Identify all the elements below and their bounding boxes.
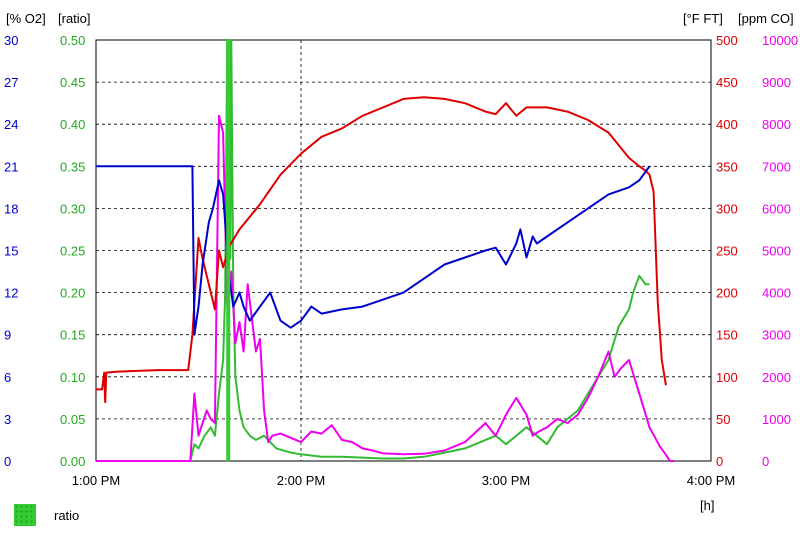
co-tick-label: 4000 xyxy=(762,286,791,301)
ratio-spike-band xyxy=(226,40,231,461)
co-tick-label: 5000 xyxy=(762,244,791,259)
o2-tick-label: 3 xyxy=(4,412,11,427)
ft-tick-label: 50 xyxy=(716,412,730,427)
ratio-tick-label: 0.40 xyxy=(60,117,85,132)
ratio-tick-label: 0.15 xyxy=(60,328,85,343)
ft-tick-label: 450 xyxy=(716,75,738,90)
co-tick-label: 8000 xyxy=(762,117,791,132)
co-tick-label: 7000 xyxy=(762,159,791,174)
legend: ratio xyxy=(14,504,79,526)
ft-tick-label: 300 xyxy=(716,201,738,216)
ft-tick-label: 0 xyxy=(716,454,723,469)
co-tick-label: 6000 xyxy=(762,201,791,216)
ratio-tick-label: 0.30 xyxy=(60,201,85,216)
o2-tick-label: 24 xyxy=(4,117,18,132)
ratio-tick-label: 0.50 xyxy=(60,33,85,48)
ft-tick-label: 100 xyxy=(716,370,738,385)
ratio-tick-label: 0.10 xyxy=(60,370,85,385)
x-tick-label: 1:00 PM xyxy=(72,473,120,488)
o2-tick-label: 0 xyxy=(4,454,11,469)
ft-tick-label: 500 xyxy=(716,33,738,48)
o2-tick-label: 9 xyxy=(4,328,11,343)
legend-label-ratio: ratio xyxy=(54,507,80,523)
co-tick-label: 9000 xyxy=(762,75,791,90)
x-axis-title: [h] xyxy=(700,498,714,513)
ft-tick-label: 400 xyxy=(716,117,738,132)
grid xyxy=(96,40,711,461)
ratio-tick-label: 0.35 xyxy=(60,159,85,174)
o2-tick-label: 18 xyxy=(4,201,18,216)
ft-tick-label: 350 xyxy=(716,159,738,174)
x-tick-label: 3:00 PM xyxy=(482,473,530,488)
ratio-tick-label: 0.25 xyxy=(60,244,85,259)
ft-tick-label: 150 xyxy=(716,328,738,343)
o2-tick-label: 6 xyxy=(4,370,11,385)
ft-axis-title: [°F FT] xyxy=(683,11,723,26)
co-tick-label: 1000 xyxy=(762,412,791,427)
x-tick-label: 4:00 PM xyxy=(687,473,735,488)
series-o2 xyxy=(96,165,651,336)
o2-tick-label: 27 xyxy=(4,75,18,90)
ratio-tick-label: 0.05 xyxy=(60,412,85,427)
ratio-axis-title: [ratio] xyxy=(58,11,91,26)
legend-swatch-ratio xyxy=(14,504,36,526)
series-ratio xyxy=(96,39,650,462)
o2-tick-label: 30 xyxy=(4,33,18,48)
ft-tick-label: 250 xyxy=(716,244,738,259)
series-ft xyxy=(96,96,667,404)
co-tick-label: 3000 xyxy=(762,328,791,343)
co-tick-label: 2000 xyxy=(762,370,791,385)
o2-axis-title: [% O2] xyxy=(6,11,46,26)
axes-group: 0 3 6 9 12 15 18 21 24 27 30 0.00 0.05 0.10 0.15 0.20 0.… xyxy=(4,33,798,488)
o2-tick-label: 12 xyxy=(4,286,18,301)
co-tick-label: 0 xyxy=(762,454,769,469)
o2-tick-label: 15 xyxy=(4,244,18,259)
x-tick-label: 2:00 PM xyxy=(277,473,325,488)
series-group xyxy=(96,39,675,462)
o2-tick-label: 21 xyxy=(4,159,18,174)
ft-tick-label: 200 xyxy=(716,286,738,301)
co-axis-title: [ppm CO] xyxy=(738,11,794,26)
ratio-tick-label: 0.45 xyxy=(60,75,85,90)
ratio-tick-label: 0.00 xyxy=(60,454,85,469)
ratio-tick-label: 0.20 xyxy=(60,286,85,301)
co-tick-label: 10000 xyxy=(762,33,798,48)
